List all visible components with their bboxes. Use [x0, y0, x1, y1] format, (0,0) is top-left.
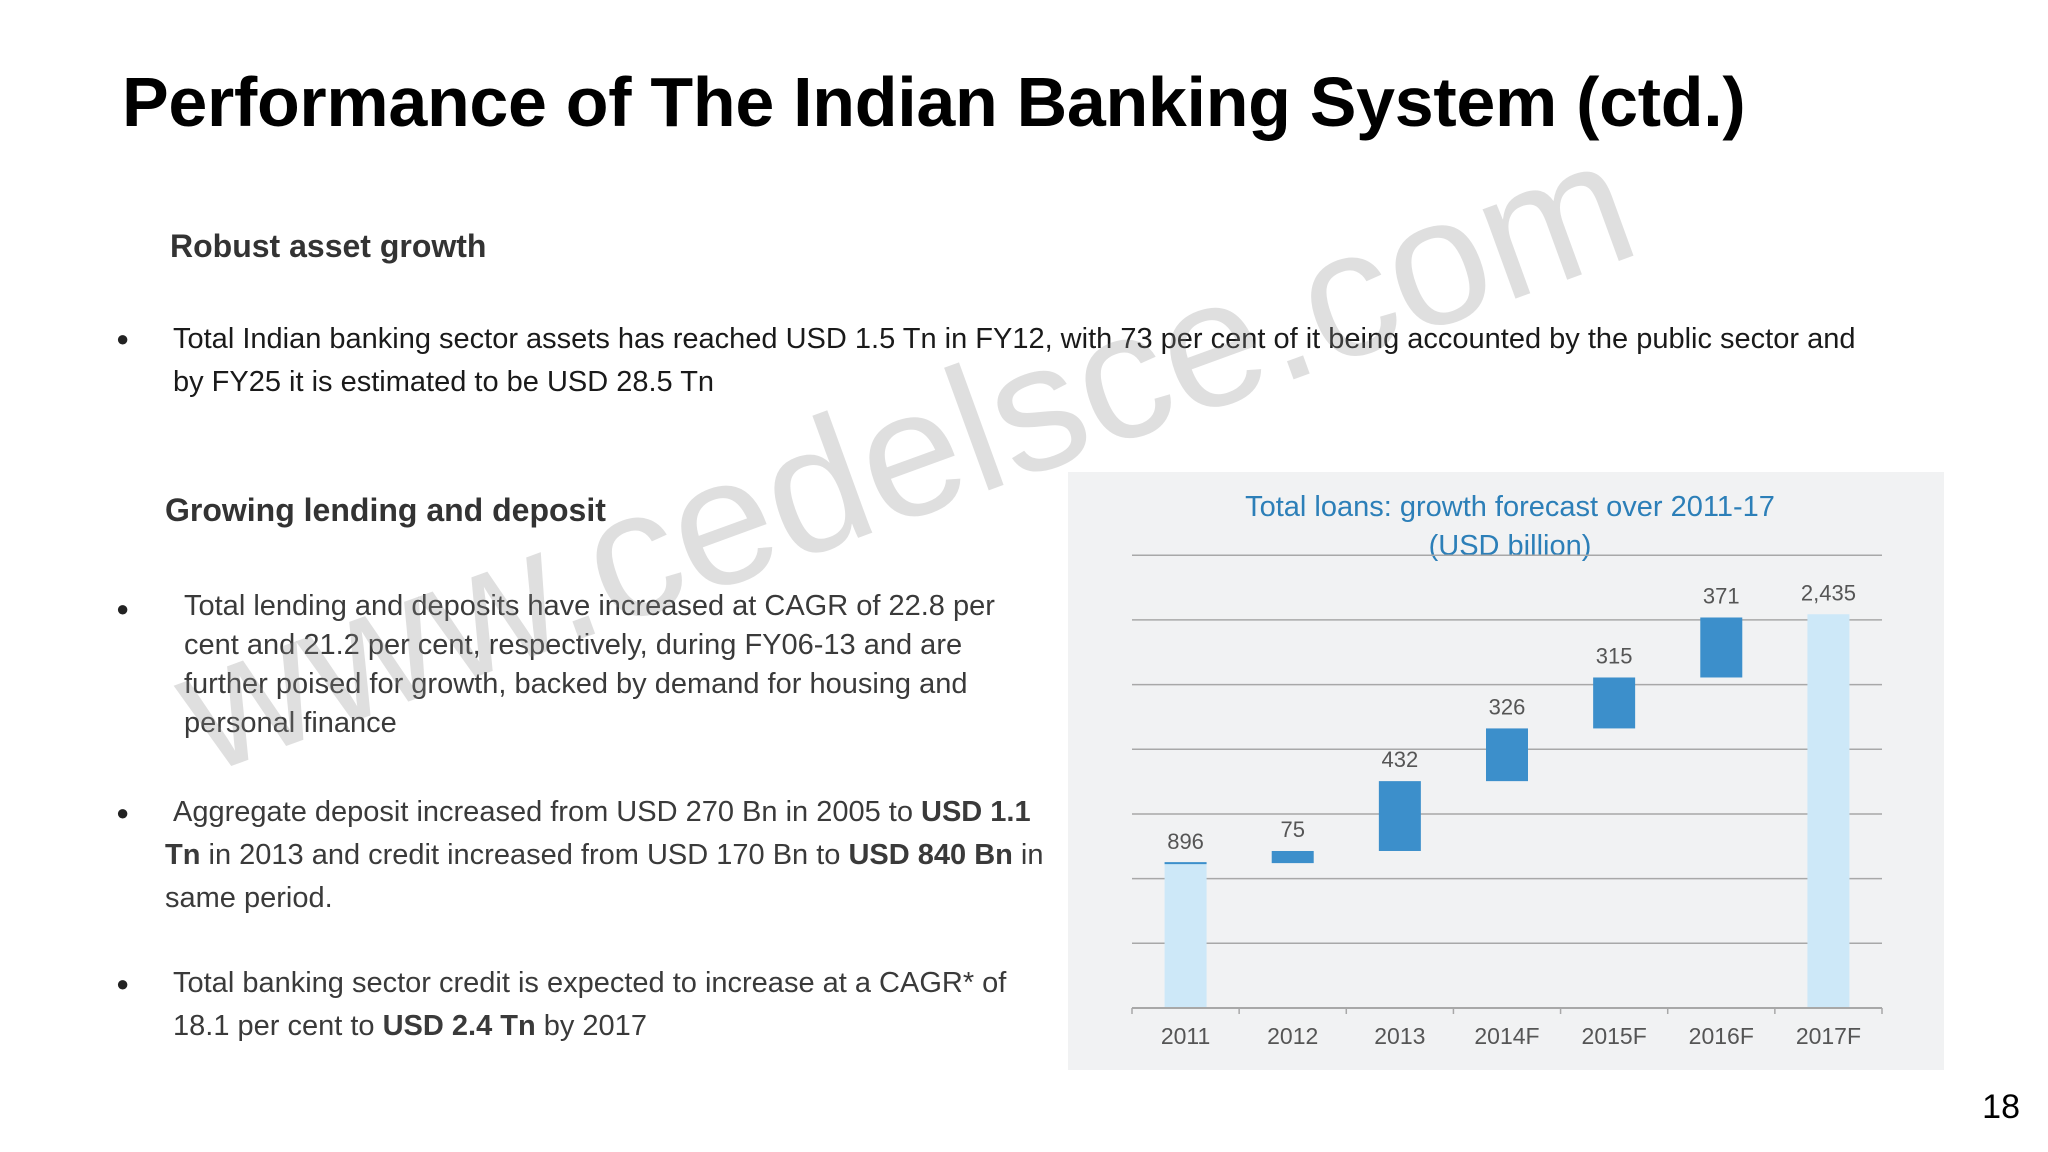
- chart-x-tick-label: 2017F: [1796, 1023, 1861, 1049]
- bullet-text-cagr: Total lending and deposits have increase…: [184, 590, 995, 739]
- chart-x-tick-label: 2011: [1161, 1023, 1210, 1049]
- text-span: in same period.: [165, 839, 1044, 914]
- section-heading-lending-deposit: Growing lending and deposit: [165, 492, 606, 528]
- chart-subtitle: (USD billion): [1429, 530, 1592, 562]
- text-span: Aggregate deposit increased from USD 270…: [173, 796, 922, 828]
- chart-bars: [1164, 614, 1850, 1008]
- chart-value-label: 2,435: [1801, 580, 1856, 605]
- chart-bar-2011: [1164, 863, 1207, 1008]
- chart-x-tick-label: 2015F: [1582, 1023, 1647, 1049]
- chart-x-axis: 2011 2012 2013 2014F 2015F 2016F 2017F: [1131, 1007, 1883, 1049]
- text-span: Total banking sector credit is expected …: [173, 967, 1007, 1042]
- text-span-bold: USD 1.1 Tn: [165, 796, 1031, 871]
- chart-value-label: 326: [1489, 694, 1526, 719]
- chart-bar-2014f: [1486, 728, 1528, 782]
- chart-title: Total loans: growth forecast over 2011-1…: [1245, 491, 1775, 523]
- text-span: in 2013 and credit increased from USD 17…: [200, 839, 849, 871]
- loans-chart-panel: Total loans: growth forecast over 2011-1…: [1068, 472, 1944, 1070]
- chart-x-tick-label: 2012: [1267, 1023, 1318, 1049]
- bullet-icon: ●: [116, 326, 130, 351]
- text-span-bold: USD 840 Bn: [848, 839, 1013, 871]
- chart-value-labels: 896 75 432 326 315 371 2,435: [1167, 580, 1856, 854]
- chart-value-label: 432: [1381, 747, 1418, 772]
- chart-value-label: 315: [1596, 643, 1633, 668]
- chart-bar-2013: [1378, 781, 1421, 851]
- bullet-icon: ●: [116, 971, 130, 996]
- chart-x-tick-label: 2014F: [1474, 1023, 1539, 1049]
- chart-value-label: 75: [1280, 817, 1304, 842]
- chart-bar-2017f: [1807, 614, 1850, 1008]
- bullet-text-deposits: Aggregate deposit increased from USD 270…: [165, 791, 1055, 920]
- text-span-bold: USD 2.4 Tn: [382, 1010, 536, 1042]
- text-span: by 2017: [535, 1010, 647, 1042]
- chart-bar-2016f: [1700, 617, 1743, 678]
- chart-bar-2015f: [1593, 677, 1636, 729]
- chart-x-tick-label: 2013: [1374, 1023, 1425, 1049]
- bullet-text-assets: Total Indian banking sector assets has r…: [173, 323, 1856, 398]
- section-heading-asset-growth: Robust asset growth: [170, 228, 487, 264]
- slide-title: Performance of The Indian Banking System…: [122, 63, 1746, 141]
- chart-bar-2012: [1271, 850, 1314, 864]
- loans-waterfall-chart: Total loans: growth forecast over 2011-1…: [1131, 491, 1883, 1049]
- chart-value-label: 371: [1703, 583, 1740, 608]
- chart-x-tick-label: 2016F: [1689, 1023, 1754, 1049]
- bullet-text-credit: Total banking sector credit is expected …: [173, 962, 1053, 1048]
- bullet-icon: ●: [116, 596, 130, 621]
- page-number: 18: [1982, 1088, 2020, 1126]
- bullet-icon: ●: [116, 800, 130, 825]
- chart-value-label: 896: [1167, 829, 1204, 854]
